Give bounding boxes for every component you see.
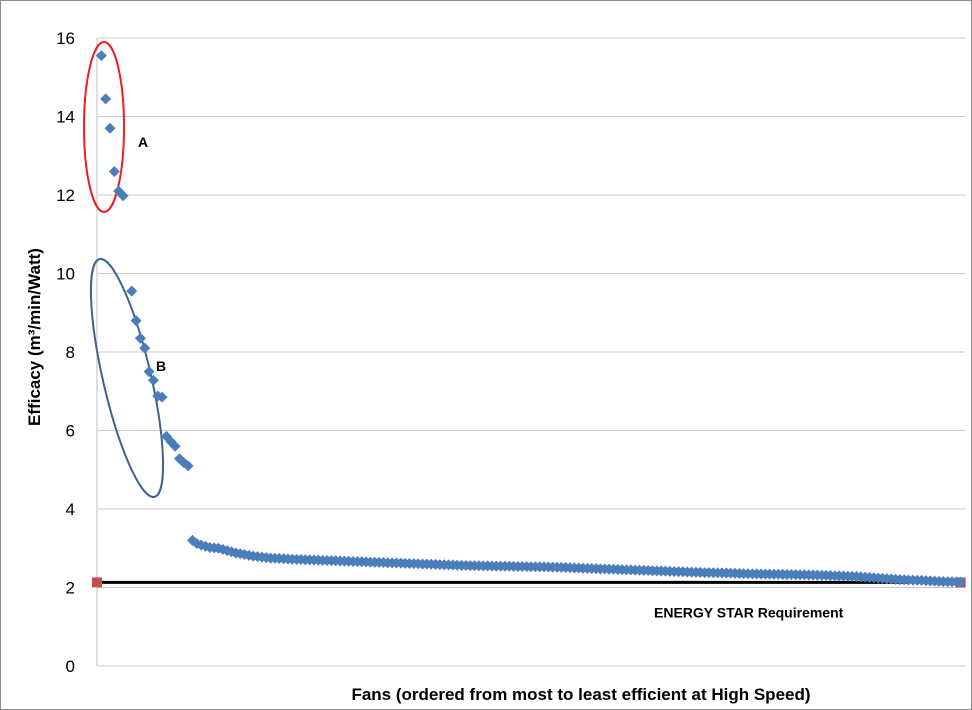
data-point-interpolated — [586, 563, 598, 575]
data-point-interpolated — [208, 542, 220, 554]
data-point-interpolated — [716, 567, 728, 579]
data-point-interpolated — [759, 568, 771, 580]
group-a-ellipse — [83, 41, 125, 213]
data-point — [147, 374, 159, 386]
data-point-interpolated — [260, 552, 272, 564]
data-point-interpolated — [629, 564, 641, 576]
data-point-interpolated — [347, 555, 359, 567]
y-axis-title: Efficacy (m³/min/Watt) — [25, 248, 44, 426]
data-point-interpolated — [456, 559, 468, 571]
data-point — [126, 285, 138, 297]
data-point — [100, 93, 112, 105]
data-point-interpolated — [824, 570, 836, 582]
data-point-interpolated — [694, 566, 706, 578]
data-point-interpolated — [434, 559, 446, 571]
data-point — [130, 315, 142, 327]
y-tick-label: 16 — [56, 29, 75, 48]
data-points — [95, 50, 967, 588]
y-tick-label: 12 — [56, 186, 75, 205]
data-point-interpolated — [911, 574, 923, 586]
x-axis-title: Fans (ordered from most to least efficie… — [351, 685, 810, 704]
threshold-label: ENERGY STAR Requirement — [654, 604, 844, 620]
data-point-interpolated — [325, 555, 337, 567]
data-point — [182, 460, 194, 472]
data-point-interpolated — [890, 573, 902, 585]
data-point-interpolated — [738, 568, 750, 580]
data-point-interpolated — [304, 554, 316, 566]
data-point — [139, 342, 151, 354]
data-point-interpolated — [243, 549, 255, 561]
data-point — [104, 122, 116, 134]
data-point-interpolated — [226, 546, 238, 558]
y-tick-label: 4 — [66, 500, 75, 519]
data-point-interpolated — [933, 575, 945, 587]
data-point — [143, 366, 155, 378]
data-point-interpolated — [846, 570, 858, 582]
data-point-interpolated — [477, 560, 489, 572]
data-point-interpolated — [803, 569, 815, 581]
data-point — [95, 50, 107, 62]
group-a-label: A — [138, 134, 148, 150]
data-point — [134, 332, 146, 344]
data-point-interpolated — [868, 572, 880, 584]
y-tick-label: 8 — [66, 343, 75, 362]
data-point-interpolated — [607, 563, 619, 575]
data-point — [117, 190, 129, 202]
y-tick-label: 0 — [66, 657, 75, 676]
data-point-interpolated — [542, 561, 554, 573]
gridlines — [97, 37, 965, 667]
data-point-interpolated — [651, 565, 663, 577]
y-tick-label: 14 — [56, 108, 75, 127]
data-point — [169, 440, 181, 452]
data-point-interpolated — [564, 562, 576, 574]
data-point-interpolated — [950, 576, 962, 588]
data-point — [156, 391, 168, 403]
data-point-interpolated — [282, 553, 294, 565]
threshold-marker — [92, 577, 102, 588]
group-b-label: B — [156, 358, 166, 374]
y-tick-label: 6 — [66, 422, 75, 441]
data-point-interpolated — [781, 568, 793, 580]
threshold: ENERGY STAR Requirement — [92, 577, 966, 620]
y-tick-label: 10 — [56, 265, 75, 284]
data-point-interpolated — [521, 561, 533, 573]
data-point-interpolated — [412, 558, 424, 570]
data-point-interpolated — [390, 557, 402, 569]
axes: 0 2 4 6 8 10 12 14 16 — [56, 29, 98, 676]
group-annotations: AB — [83, 41, 166, 498]
data-point-interpolated — [673, 566, 685, 578]
y-tick-label: 2 — [66, 579, 75, 598]
data-point — [108, 165, 120, 177]
data-point-interpolated — [499, 560, 511, 572]
data-point-interpolated — [369, 556, 381, 568]
